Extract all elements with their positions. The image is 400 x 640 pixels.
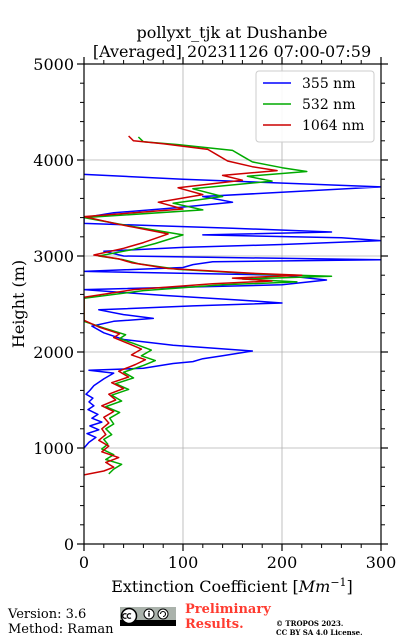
legend-label-1064-nm: 1064 nm: [302, 118, 364, 134]
copyright-line1: © TROPOS 2023.: [276, 619, 344, 628]
y-tick-label-4000: 4000: [33, 151, 74, 170]
series-layer: [84, 135, 381, 476]
cc-by-sa-badge: [120, 607, 176, 626]
legend-label-532-nm: 532 nm: [302, 97, 355, 113]
chart-title-line1: pollyxt_tjk at Dushanbe: [136, 23, 327, 42]
x-tick-label-200: 200: [267, 553, 298, 572]
method-text: Method: Raman: [8, 622, 114, 637]
preliminary-notice: Preliminary Results.: [185, 602, 271, 632]
preliminary-line2: Results.: [185, 617, 244, 632]
series-line-355-nm: [84, 173, 381, 449]
y-tick-label-5000: 5000: [33, 55, 74, 74]
copyright-line2: CC BY SA 4.0 License.: [276, 628, 363, 637]
x-tick-label-300: 300: [366, 553, 397, 572]
plot-frame: [83, 63, 382, 545]
version-text: Version: 3.6: [8, 607, 87, 622]
preliminary-line1: Preliminary: [185, 602, 271, 617]
x-tick-label-0: 0: [79, 553, 89, 572]
chart-title-line2: [Averaged] 20231126 07:00-07:59: [93, 42, 371, 61]
legend: 355 nm 532 nm 1064 nm: [255, 70, 375, 143]
profile-chart: pollyxt_tjk at Dushanbe [Averaged] 20231…: [9, 23, 396, 597]
x-axis-label: Extinction Coefficient [Mm−1]: [111, 576, 353, 597]
y-tick-label-2000: 2000: [33, 343, 74, 362]
series-line-532-nm: [84, 136, 333, 475]
series-line-1064-nm: [84, 135, 303, 476]
y-tick-label-1000: 1000: [33, 439, 74, 458]
y-tick-label-3000: 3000: [33, 247, 74, 266]
y-axis-label: Height (m): [9, 260, 28, 348]
copyright-notice: © TROPOS 2023. CC BY SA 4.0 License.: [276, 619, 363, 637]
y-tick-label-0: 0: [64, 535, 74, 554]
legend-label-355-nm: 355 nm: [302, 76, 355, 92]
x-tick-label-100: 100: [168, 553, 199, 572]
